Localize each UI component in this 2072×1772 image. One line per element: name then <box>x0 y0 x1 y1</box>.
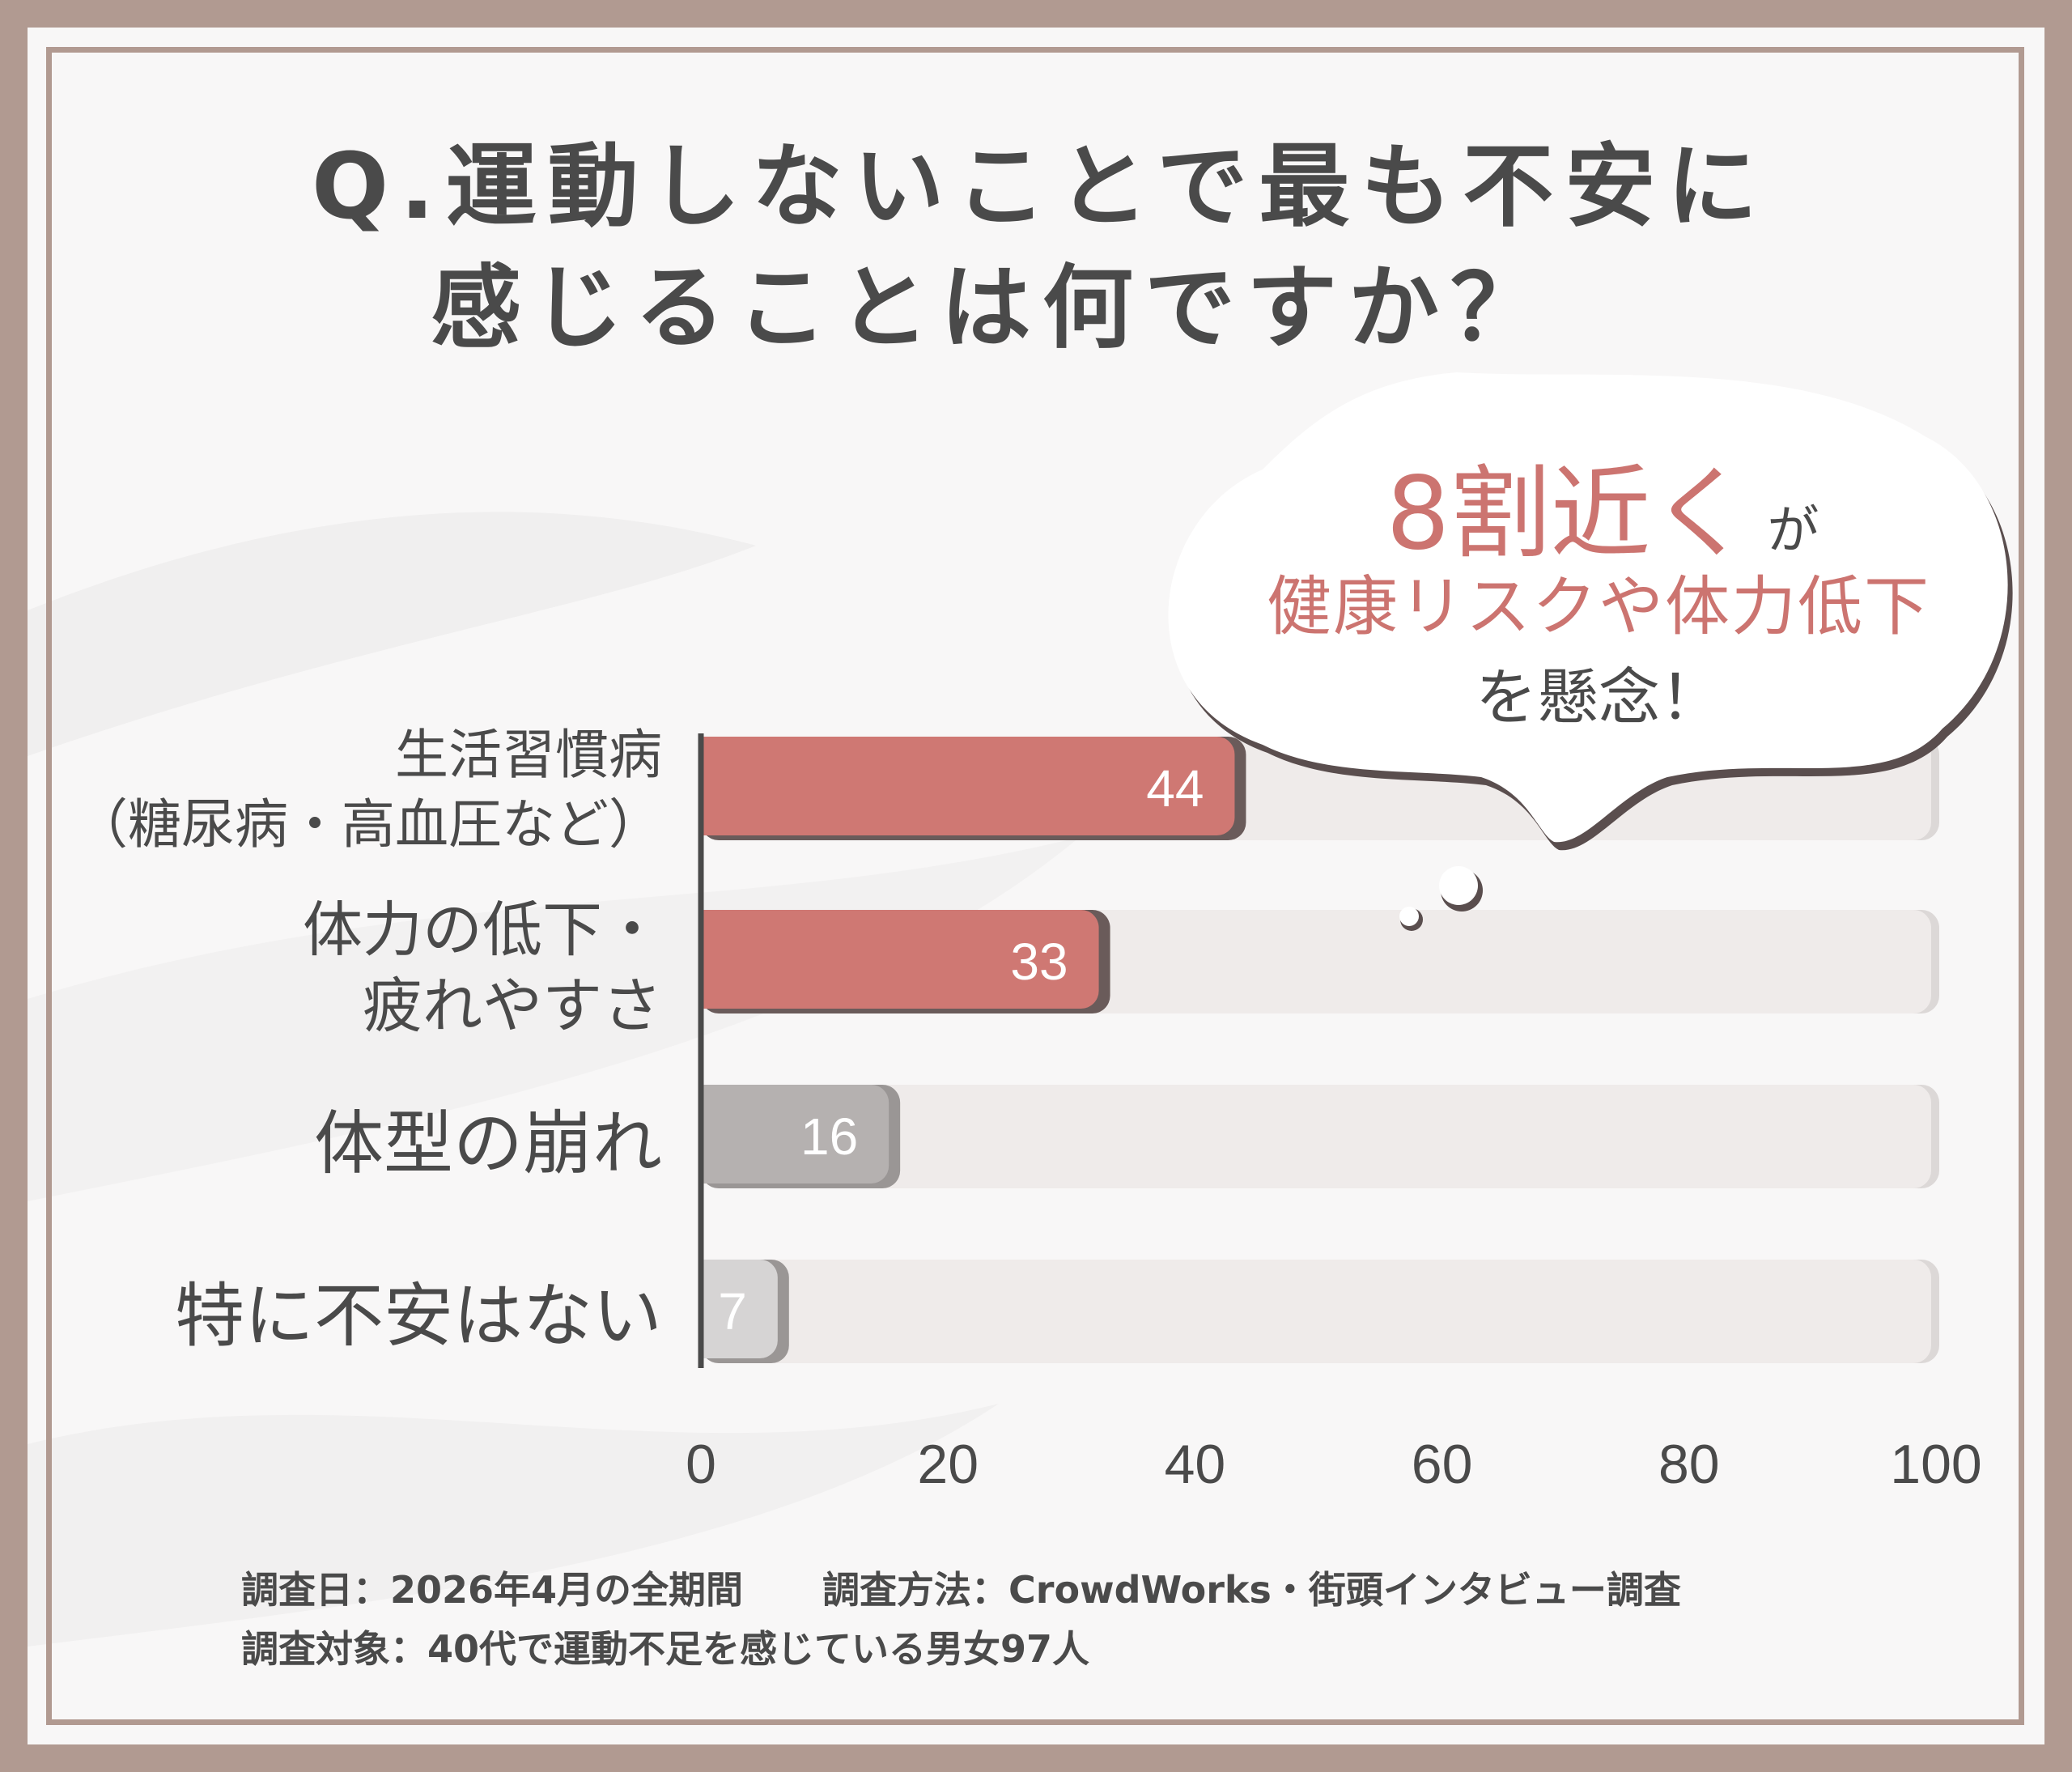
x-tick-label: 80 <box>1658 1434 1720 1495</box>
bars: 44 33 16 7 <box>701 737 1246 1363</box>
callout-line1: 8割近くが <box>1376 431 1829 577</box>
footer-method: 調査方法：CrowdWorks・街頭インタビュー調査 <box>822 1568 1681 1612</box>
data-label: 44 <box>1146 759 1204 818</box>
footer-line1: 調査日：2026年4月の全期間 調査方法：CrowdWorks・街頭インタビュー調… <box>241 1561 1681 1614</box>
bar-cap <box>701 1260 720 1358</box>
x-tick-label: 60 <box>1412 1434 1473 1495</box>
x-tick-label: 0 <box>686 1434 716 1495</box>
chart-title-line1: Q.運動しないことで最も不安に <box>312 134 1769 240</box>
bar-track <box>701 1085 1931 1188</box>
bar <box>701 737 1235 835</box>
callout-particle: が <box>1767 501 1819 561</box>
data-label: 16 <box>800 1107 858 1166</box>
x-tick-label: 20 <box>917 1434 979 1495</box>
bar-track <box>701 1260 1931 1363</box>
data-label: 7 <box>718 1282 747 1341</box>
category-label: 体力の低下・ 疲れやすさ <box>303 895 662 1041</box>
category-label: 体型の崩れ <box>314 1103 662 1184</box>
chart-title-line2: 感じることは何ですか？ <box>431 256 1552 361</box>
speech-bubble-dot <box>1439 866 1478 905</box>
x-axis-ticks: 0 20 40 60 80 100 <box>686 1434 1982 1495</box>
speech-bubble-dot <box>1399 907 1419 926</box>
bar <box>701 910 1099 1009</box>
footer-date: 調査日：2026年4月の全期間 <box>241 1568 744 1612</box>
callout-highlight: 8割近く <box>1386 456 1751 572</box>
speech-bubble <box>1168 372 2013 931</box>
footer-target: 調査対象：40代で運動不足を感じている男女97人 <box>241 1627 1090 1671</box>
category-label: 特に不安はない <box>175 1276 662 1357</box>
footer-line2: 調査対象：40代で運動不足を感じている男女97人 <box>241 1620 1089 1673</box>
speech-bubble-fill <box>1168 372 2008 843</box>
bar <box>701 1085 890 1183</box>
callout-line2: 健康リスクや体力低下 <box>1267 569 1930 644</box>
inner-frame <box>46 47 2024 1725</box>
background-paper <box>28 28 2044 1744</box>
x-tick-label: 40 <box>1165 1434 1226 1495</box>
data-label: 33 <box>1010 933 1068 991</box>
x-tick-label: 100 <box>1890 1434 1981 1495</box>
callout-line3: を懸念！ <box>1475 661 1722 733</box>
bar-cap <box>701 910 720 1009</box>
bar-cap <box>701 737 720 835</box>
category-label: 生活習慣病 （糖尿病・高血圧など） <box>74 724 662 856</box>
bar-cap <box>701 1085 720 1183</box>
